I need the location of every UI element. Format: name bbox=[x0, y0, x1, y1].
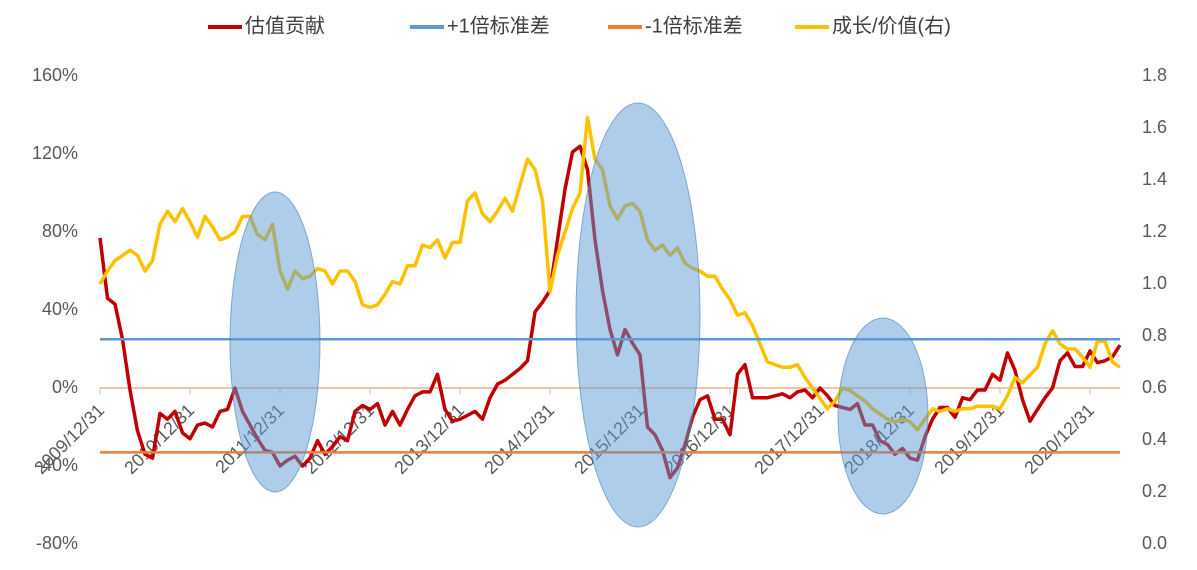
y2-tick-label: 1.8 bbox=[1142, 65, 1167, 85]
y-tick-label: -80% bbox=[36, 533, 78, 553]
y2-tick-label: 1.0 bbox=[1142, 273, 1167, 293]
y2-tick-label: 1.4 bbox=[1142, 169, 1167, 189]
legend-label: +1倍标准差 bbox=[447, 14, 550, 37]
x-tick-label: 2020/12/31 bbox=[1020, 400, 1098, 478]
y-tick-label: 160% bbox=[32, 65, 78, 85]
legend-label: 成长/价值(右) bbox=[832, 14, 951, 37]
y2-tick-label: 1.6 bbox=[1142, 117, 1167, 137]
legend: 估值贡献 +1倍标准差 -1倍标准差 成长/价值(右) bbox=[208, 14, 951, 37]
y2-tick-label: 0.6 bbox=[1142, 377, 1167, 397]
ellipse bbox=[229, 191, 321, 493]
y-tick-label: 40% bbox=[42, 299, 78, 319]
x-tick-label: 2010/12/31 bbox=[120, 400, 198, 478]
y-tick-label: -40% bbox=[36, 455, 78, 475]
y2-tick-label: 0.0 bbox=[1142, 533, 1167, 553]
y-tick-label: 0% bbox=[52, 377, 78, 397]
x-tick-label: 2014/12/31 bbox=[480, 400, 558, 478]
legend-label: 估值贡献 bbox=[245, 14, 325, 37]
x-tick-label: 2017/12/31 bbox=[750, 400, 828, 478]
y2-tick-label: 0.8 bbox=[1142, 325, 1167, 345]
y2-tick-label: 1.2 bbox=[1142, 221, 1167, 241]
y2-tick-label: 0.2 bbox=[1142, 481, 1167, 501]
y-tick-label: 120% bbox=[32, 143, 78, 163]
ellipse bbox=[837, 317, 929, 515]
y2-tick-label: 0.4 bbox=[1142, 429, 1167, 449]
highlight-ellipses bbox=[229, 102, 929, 528]
ellipse bbox=[575, 102, 701, 528]
y-tick-label: 80% bbox=[42, 221, 78, 241]
legend-label: -1倍标准差 bbox=[645, 14, 743, 37]
x-tick-label: 2013/12/31 bbox=[390, 400, 468, 478]
